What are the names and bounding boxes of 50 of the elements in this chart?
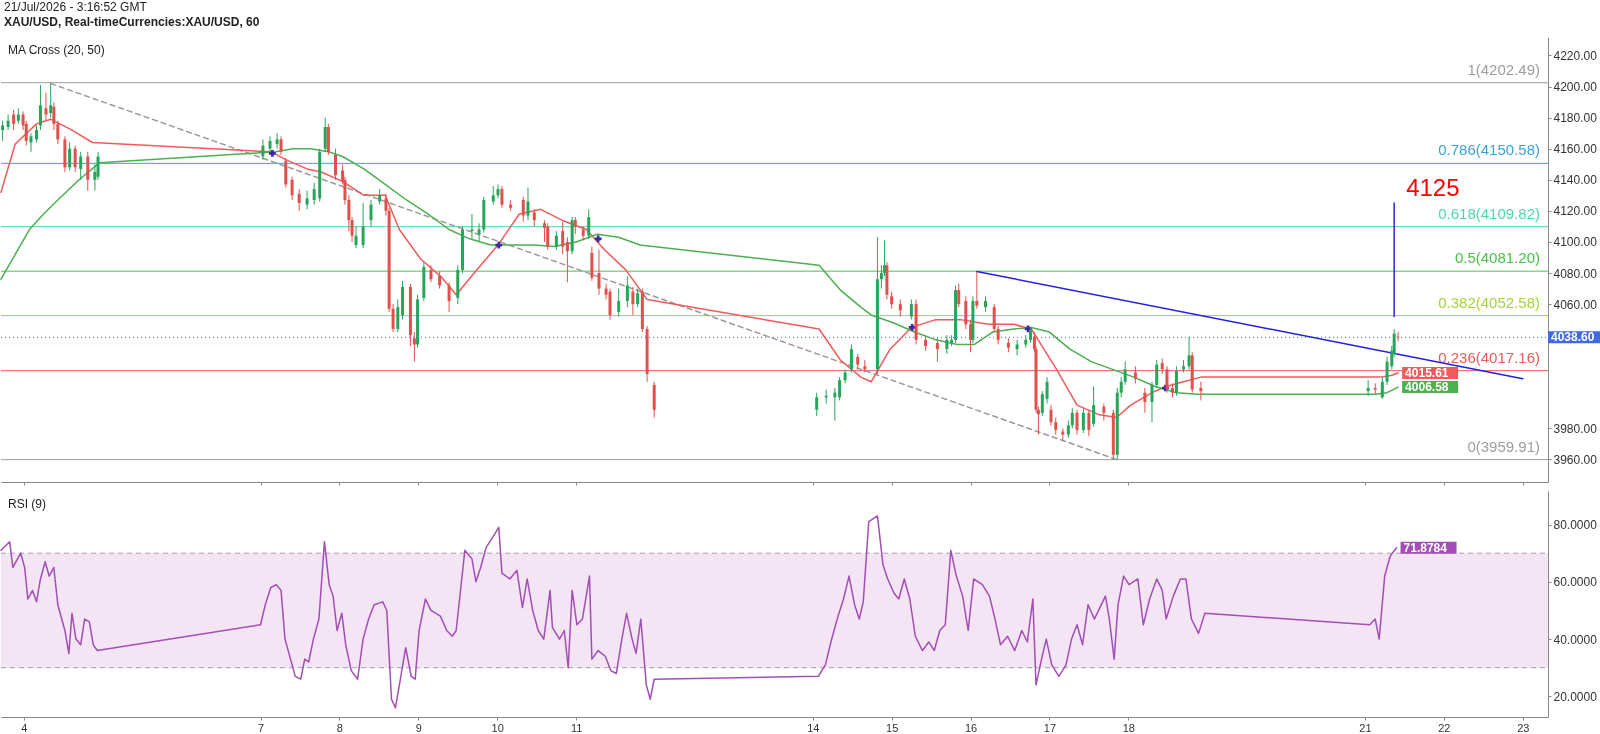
annotation: 4125 bbox=[1406, 174, 1460, 202]
y-tick-label: 4180.00 bbox=[1553, 111, 1598, 126]
y-tick-label: 80.0000 bbox=[1553, 518, 1598, 533]
y-tick-label: 4060.00 bbox=[1553, 297, 1598, 312]
x-tick-label: 14 bbox=[807, 721, 820, 734]
x-tick-label: 15 bbox=[886, 721, 899, 734]
x-tick-label: 9 bbox=[415, 721, 422, 734]
data-label: 4015.61 bbox=[1405, 366, 1449, 381]
line-series bbox=[0, 515, 1398, 709]
text: MA Cross (20, 50) bbox=[8, 43, 105, 57]
point bbox=[495, 241, 503, 249]
x-tick-label: 22 bbox=[1438, 721, 1451, 734]
x-tick-label: 4 bbox=[21, 721, 28, 734]
x-tick-label: 17 bbox=[1043, 721, 1057, 734]
ref-line-label: 0(3959.91) bbox=[1467, 437, 1540, 455]
data-label: 4006.58 bbox=[1405, 380, 1449, 395]
y-tick-label: 4200.00 bbox=[1553, 80, 1598, 95]
point bbox=[594, 235, 602, 243]
x-tick-label: 23 bbox=[1517, 721, 1530, 734]
y-tick-label: 4100.00 bbox=[1553, 235, 1598, 250]
y-tick-label: 60.0000 bbox=[1553, 575, 1598, 590]
chart-title: XAU/USD, Real-timeCurrencies:XAU/USD, 60 bbox=[4, 15, 260, 30]
y-tick-label: 3980.00 bbox=[1553, 421, 1598, 436]
x-tick-label: 18 bbox=[1122, 721, 1135, 734]
y-tick-label: 4160.00 bbox=[1553, 142, 1598, 157]
ref-line-label: 0.5(4081.20) bbox=[1454, 249, 1540, 267]
point bbox=[269, 150, 276, 157]
ref-line-label: 0.382(4052.58) bbox=[1438, 293, 1540, 311]
ref-line-label: 0.786(4150.58) bbox=[1438, 141, 1540, 159]
data-label: 71.8784 bbox=[1403, 540, 1448, 555]
x-tick-label: 7 bbox=[257, 721, 265, 734]
ref-line-label: 4038.60 bbox=[1551, 330, 1595, 345]
y-tick-label: 4080.00 bbox=[1553, 266, 1598, 281]
y-tick-label: 4220.00 bbox=[1553, 48, 1598, 63]
ref-line-label: 1(4202.49) bbox=[1467, 60, 1540, 78]
y-tick-label: 40.0000 bbox=[1553, 632, 1598, 647]
x-tick-label: 8 bbox=[336, 721, 343, 734]
ref-line-label: 0.618(4109.82) bbox=[1438, 204, 1540, 222]
x-tick-label: 11 bbox=[570, 721, 583, 734]
y-tick-label: 4140.00 bbox=[1553, 173, 1598, 188]
y-tick-label: 4120.00 bbox=[1553, 204, 1598, 219]
point bbox=[908, 324, 916, 331]
x-tick-label: 16 bbox=[964, 721, 978, 734]
ref-line-label: 0.236(4017.16) bbox=[1438, 348, 1540, 366]
x-tick-label: 21 bbox=[1359, 721, 1372, 734]
y-tick-label: 3960.00 bbox=[1553, 452, 1598, 467]
text: 21/Jul/2026 - 3:16:52 GMT bbox=[4, 0, 148, 15]
y-tick-label: 20.0000 bbox=[1553, 689, 1598, 704]
chart-title: RSI (9) bbox=[8, 497, 47, 511]
x-tick-label: 10 bbox=[491, 721, 504, 734]
